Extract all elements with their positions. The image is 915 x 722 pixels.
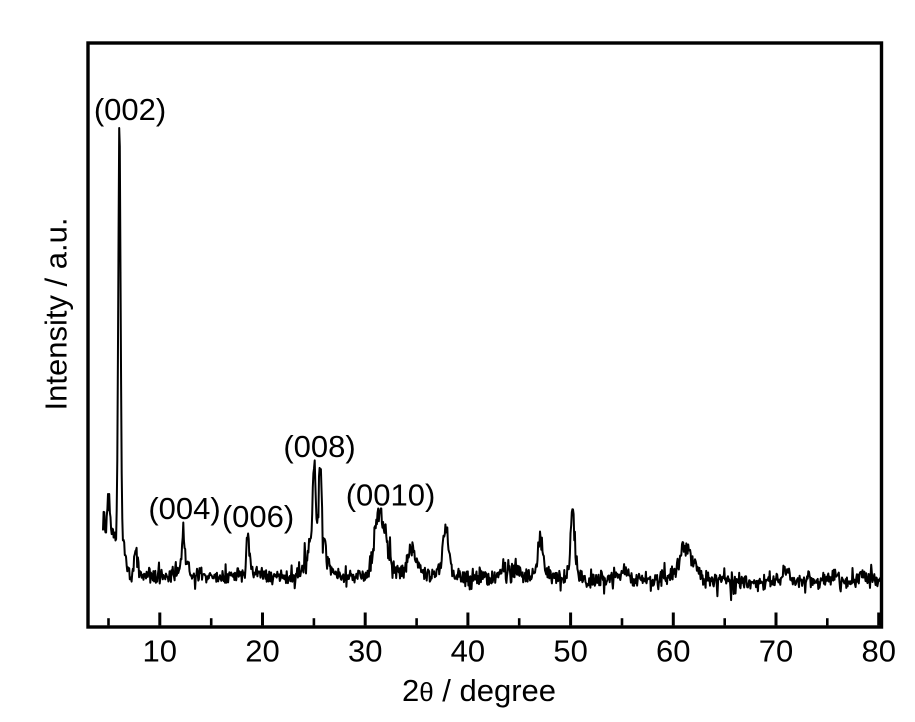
svg-text:40: 40 [451, 634, 485, 669]
svg-text:2θ / degree: 2θ / degree [402, 673, 556, 708]
svg-text:20: 20 [245, 634, 279, 669]
svg-text:70: 70 [759, 634, 793, 669]
svg-text:10: 10 [143, 634, 177, 669]
svg-text:60: 60 [656, 634, 690, 669]
svg-text:30: 30 [348, 634, 382, 669]
svg-text:(002): (002) [94, 92, 166, 127]
svg-text:50: 50 [553, 634, 587, 669]
svg-text:Intensity / a.u.: Intensity / a.u. [39, 218, 74, 411]
svg-text:80: 80 [861, 634, 895, 669]
svg-text:(0010): (0010) [346, 478, 436, 513]
svg-text:(006): (006) [222, 499, 294, 534]
svg-text:(004): (004) [148, 491, 220, 526]
svg-text:(008): (008) [283, 429, 355, 464]
